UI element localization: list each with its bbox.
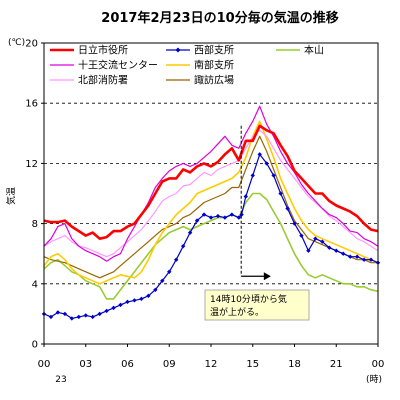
series-marker bbox=[327, 245, 332, 250]
y-tick-label: 16 bbox=[25, 99, 38, 110]
y-tick-label: 12 bbox=[25, 159, 38, 170]
series-marker bbox=[243, 194, 248, 199]
x-tick-label: 09 bbox=[163, 359, 176, 370]
series-marker bbox=[69, 316, 75, 321]
y-axis-label: 気温 bbox=[5, 187, 17, 205]
series-marker bbox=[341, 251, 346, 256]
chart-title: 2017年2月23日の10分毎の気温の推移 bbox=[101, 10, 338, 26]
series-marker bbox=[257, 152, 262, 157]
legend-label: 日立市役所 bbox=[78, 44, 128, 57]
annotation-text: 14時10分頃から気 bbox=[210, 293, 287, 305]
series-marker bbox=[229, 212, 235, 217]
series-marker bbox=[118, 302, 123, 308]
series-line bbox=[43, 135, 378, 279]
series-marker bbox=[83, 313, 88, 318]
series-marker bbox=[174, 257, 179, 262]
series-marker bbox=[76, 314, 81, 320]
series-line bbox=[43, 124, 379, 240]
series-line bbox=[43, 192, 379, 300]
series-marker bbox=[271, 173, 276, 178]
x-tick-label: 06 bbox=[121, 359, 134, 370]
series-marker bbox=[222, 215, 228, 220]
x-tick-label: 00 bbox=[38, 359, 51, 370]
legend-label: 西部支所 bbox=[194, 44, 234, 57]
legend-label: 十王交流センター bbox=[78, 59, 158, 72]
series-marker bbox=[146, 293, 151, 299]
annotation-box bbox=[204, 289, 310, 321]
series-marker bbox=[306, 248, 311, 253]
date-label: 23 bbox=[55, 375, 66, 385]
series-marker bbox=[180, 243, 186, 249]
series-line bbox=[43, 129, 379, 258]
x-tick-label: 12 bbox=[205, 359, 218, 370]
series-marker bbox=[55, 310, 61, 315]
legend-marker bbox=[175, 47, 181, 53]
series-marker bbox=[160, 278, 165, 283]
x-tick-label: 00 bbox=[372, 359, 385, 370]
series-line bbox=[43, 105, 379, 262]
y-tick-label: 8 bbox=[32, 219, 38, 230]
series-marker bbox=[208, 215, 214, 220]
series-marker bbox=[313, 236, 318, 241]
series-marker bbox=[194, 218, 200, 223]
series-marker bbox=[250, 173, 255, 178]
series-marker bbox=[215, 213, 221, 219]
series-marker bbox=[111, 305, 116, 311]
legend-label: 南部支所 bbox=[194, 59, 234, 72]
legend-label: 本山 bbox=[304, 44, 324, 57]
series-marker bbox=[201, 212, 207, 217]
y-tick-label: 0 bbox=[32, 340, 38, 351]
series-marker bbox=[139, 296, 144, 302]
series-line bbox=[43, 120, 379, 285]
annotation-text: 温が上がる。 bbox=[210, 306, 264, 318]
series-marker bbox=[104, 308, 109, 314]
series-marker bbox=[354, 254, 360, 259]
axes: 0 4 8 12 16 20 00 03 06 09 12 15 18 21 00 bbox=[25, 39, 384, 371]
series-marker bbox=[285, 206, 290, 211]
grid-lines bbox=[44, 102, 378, 285]
x-tick-label: 18 bbox=[288, 359, 301, 370]
series-marker bbox=[153, 287, 158, 293]
series-marker bbox=[132, 298, 137, 303]
series-marker bbox=[187, 230, 193, 235]
y-tick-label: 4 bbox=[32, 279, 38, 290]
annotation-arrowhead bbox=[263, 272, 271, 281]
series-marker bbox=[97, 311, 102, 317]
x-tick-label: 03 bbox=[79, 359, 92, 370]
y-unit-label: (℃) bbox=[8, 38, 25, 48]
series-marker bbox=[48, 314, 54, 320]
x-tick-label: 15 bbox=[246, 359, 259, 370]
series-marker bbox=[292, 221, 297, 226]
legend-label: 諏訪広場 bbox=[194, 74, 234, 87]
series-marker bbox=[299, 233, 304, 238]
series-marker bbox=[334, 248, 339, 253]
series-lines bbox=[41, 105, 381, 321]
series-marker bbox=[264, 161, 269, 166]
y-tick-label: 20 bbox=[25, 39, 38, 50]
series-marker bbox=[347, 254, 353, 259]
legend-label: 北部消防署 bbox=[78, 74, 128, 87]
series-marker bbox=[125, 299, 130, 305]
series-marker bbox=[167, 269, 172, 274]
series-marker bbox=[236, 215, 242, 220]
series-marker bbox=[90, 314, 95, 320]
x-tick-label: 21 bbox=[330, 359, 343, 370]
x-unit-label: (時) bbox=[366, 374, 382, 385]
series-marker bbox=[320, 239, 325, 244]
series-marker bbox=[239, 212, 244, 217]
series-marker bbox=[361, 257, 367, 262]
series-marker bbox=[368, 257, 374, 262]
series-marker bbox=[62, 311, 68, 317]
series-marker bbox=[278, 191, 283, 196]
